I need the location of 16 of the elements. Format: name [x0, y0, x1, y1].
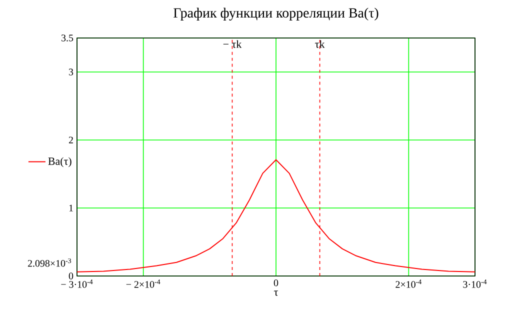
y-tick-label: 1 [69, 204, 73, 212]
y-tick-label: 0 [68, 272, 74, 280]
x-tick-label: 3·10$^{-4}$ [463, 280, 487, 288]
x-tick-label: − 3·10$^{-4}$ [61, 280, 93, 288]
legend-label: Ba(τ) [48, 157, 72, 168]
chart-title: График функции корреляции Ba(τ) [174, 8, 378, 21]
y-tick-label: 3 [68, 68, 74, 76]
y-tick-label: 3.5 [62, 34, 74, 42]
y-tick-label: 2 [68, 136, 73, 144]
x-tick-label: 2×10$^{-4}$ [396, 280, 422, 288]
ref-line-label: τk [315, 40, 325, 48]
x-axis-title: τ [274, 290, 278, 296]
x-tick-label: − 2×10$^{-4}$ [126, 280, 160, 288]
x-tick-label: 0 [274, 280, 278, 286]
text: 2.098×10$^{-3}$ [28, 258, 72, 267]
ref-line-label: − τk [223, 40, 242, 48]
